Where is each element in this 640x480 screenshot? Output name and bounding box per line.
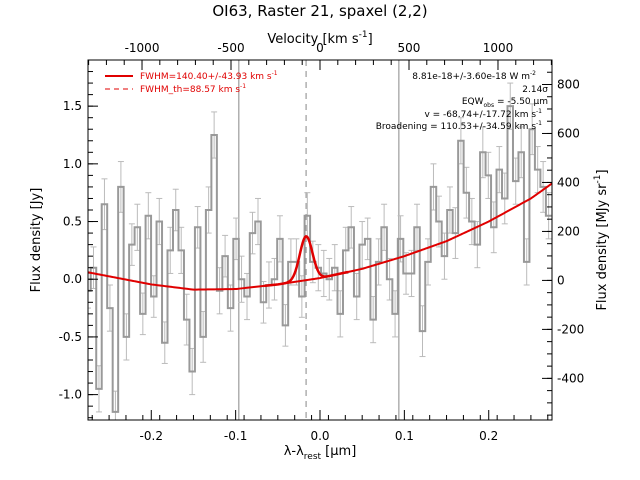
y-axis-label-left: Flux density [Jy] [29,188,44,293]
annotation-broadening: Broadening = 110.53+/-34.59 km s-1 [376,120,542,132]
x-tick-label: -0.1 [224,429,247,443]
axis-ticks: -0.2 -0.1 0.0 0.1 0.2 -1.0 -0.5 0.0 0.5 1.0 1.5 -40… [59,41,585,443]
error-bars [88,82,552,420]
y-tick-label: 1.5 [63,99,82,113]
right-tick-label: 600 [557,126,580,140]
right-tick-label: -400 [557,371,584,385]
right-tick-label: 0 [557,273,565,287]
top-tick-label: 1000 [483,41,514,55]
x-tick-label: -0.2 [140,429,163,443]
annotation-flux: 8.81e-18+/-3.60e-18 W m-2 [412,70,536,82]
gaussian-line-fit [264,234,349,288]
x-tick-label: 0.0 [310,429,329,443]
legend-entry-fwhm: FWHM=140.40+/-43.93 km s-1 [140,70,278,82]
y-tick-label: 0.0 [63,272,82,286]
top-axis-label: Velocity [km s-1] [267,30,372,47]
reference-lines [238,60,400,420]
y-axis-label-right: Flux density [MJy sr-1] [593,169,610,310]
legend-entry-fwhm-th: FWHM_th=88.57 km s-1 [140,83,246,95]
right-tick-label: 400 [557,175,580,189]
spectrum-series [88,105,552,413]
y-tick-label: -1.0 [59,388,82,402]
right-tick-label: 200 [557,224,580,238]
top-tick-label: -500 [217,41,244,55]
spectrum-line [88,105,552,413]
legend: FWHM=140.40+/-43.93 km s-1 FWHM_th=88.57… [105,70,278,95]
y-tick-label: 1.0 [63,157,82,171]
continuum-fit-line [88,182,552,291]
top-tick-label: -1000 [125,41,160,55]
fit-annotations: 8.81e-18+/-3.60e-18 W m-2 2.14σ EQWobs =… [376,70,549,132]
annotation-velocity: v = -68.74+/-17.72 km s-1 [424,108,542,120]
x-tick-label: 0.2 [479,429,498,443]
annotation-eqw: EQWobs = -5.50 μm [462,97,548,109]
top-tick-label: 0 [316,41,324,55]
fit-curves [88,182,552,291]
y-tick-label: -0.5 [59,330,82,344]
y-tick-label: 0.5 [63,215,82,229]
x-axis-label: λ-λrest [μm] [284,444,357,462]
chart-title: OI63, Raster 21, spaxel (2,2) [212,2,427,20]
annotation-sigma: 2.14σ [522,85,548,95]
x-tick-label: 0.1 [395,429,414,443]
right-tick-label: 800 [557,77,580,91]
right-tick-label: -200 [557,322,584,336]
top-tick-label: 500 [398,41,421,55]
